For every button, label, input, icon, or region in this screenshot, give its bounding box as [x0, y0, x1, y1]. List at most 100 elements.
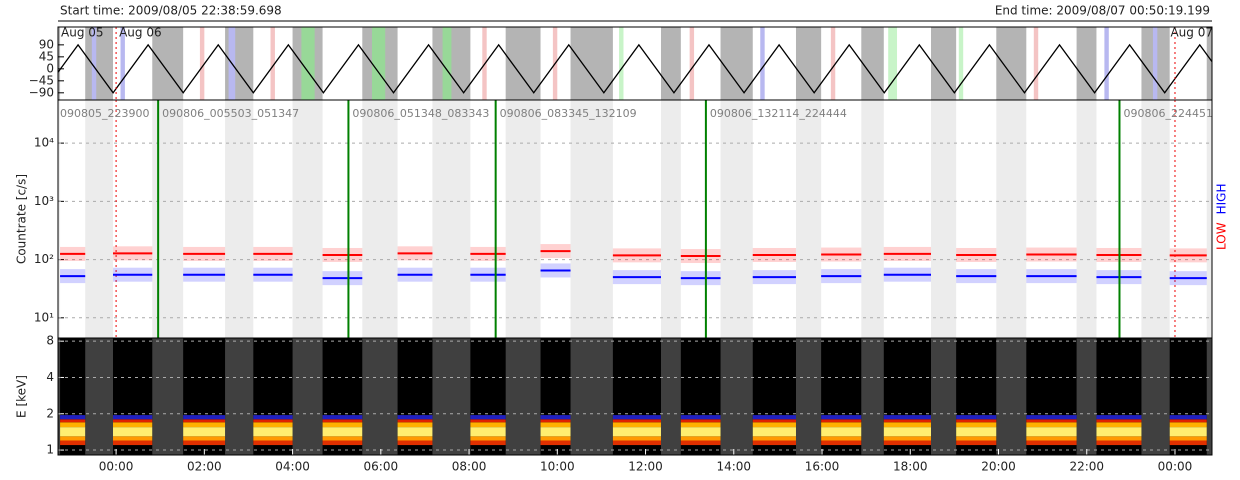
spectrum-band	[540, 419, 571, 423]
spectrum-band	[612, 422, 661, 428]
spectrum-band	[470, 440, 506, 446]
spectrum-band	[1026, 440, 1077, 446]
attitude-stripe	[689, 27, 695, 100]
y-tick-label: 10¹	[34, 310, 54, 324]
spectrum-band	[253, 422, 293, 428]
spectrum-band	[540, 436, 571, 441]
attitude-stripe	[301, 27, 315, 100]
segment-label: 090806_051348_083343	[352, 107, 489, 120]
spectrum-band	[883, 427, 931, 437]
spectrum-band	[1026, 436, 1077, 441]
data-gap	[152, 27, 184, 100]
spectrum-band	[540, 440, 571, 446]
spectrum-band	[113, 427, 153, 437]
y-tick-label: 10⁴	[34, 136, 54, 150]
spectrum-band	[1026, 415, 1077, 420]
spectrum-band	[821, 436, 862, 441]
spectrum-band	[60, 436, 86, 441]
spectrum-band	[1026, 427, 1077, 437]
spectrum-band	[1096, 427, 1142, 437]
x-tick-label: 06:00	[364, 460, 399, 474]
spectrum-band	[113, 422, 153, 428]
y-tick-label: 8	[46, 334, 54, 348]
spectrum-band	[680, 436, 721, 441]
spectrum-band	[956, 422, 997, 428]
attitude-stripe	[1152, 27, 1158, 100]
spectrum-band	[470, 427, 506, 437]
spectrum-band	[956, 436, 997, 441]
data-gap	[292, 100, 323, 338]
spectrum-band	[60, 415, 86, 420]
spectrum-band	[322, 440, 363, 446]
data-gap	[58, 100, 61, 338]
spectrum-band	[752, 436, 796, 441]
attitude-stripe	[958, 27, 964, 100]
spectrum-band	[253, 415, 293, 420]
data-gap	[930, 27, 957, 100]
spectrum-band	[470, 415, 506, 420]
spectrum-band	[322, 427, 363, 437]
segment-label: 090806_224451	[1123, 107, 1212, 120]
date-label: Aug 05	[61, 26, 104, 40]
date-label: Aug 06	[119, 26, 162, 40]
data-gap	[1076, 100, 1097, 338]
data-gap	[1141, 100, 1170, 338]
spectrum-band	[883, 440, 931, 446]
spectrum-band	[883, 422, 931, 428]
spectrum-band	[956, 419, 997, 423]
y-axis-label: E [keV]	[15, 375, 29, 418]
spectrum-band	[680, 427, 721, 437]
data-gap	[996, 100, 1027, 338]
spectrum-band	[397, 436, 433, 441]
y-tick-label: 10³	[34, 194, 54, 208]
data-gap	[720, 100, 753, 338]
y-tick-label: 2	[46, 406, 54, 420]
spectrum-band	[752, 422, 796, 428]
spectrum-band	[183, 436, 226, 441]
spectrum-band	[253, 440, 293, 446]
spectrum-band	[397, 440, 433, 446]
x-tick-label: 00:00	[99, 460, 134, 474]
y-axis-label: Countrate [c/s]	[15, 174, 29, 264]
x-tick-label: 14:00	[716, 460, 751, 474]
spectrum-band	[397, 422, 433, 428]
spectrum-band	[680, 440, 721, 446]
y-tick-label: −90	[29, 85, 54, 99]
data-gap	[85, 27, 114, 100]
y-tick-label: 4	[46, 370, 54, 384]
spectrum-band	[322, 419, 363, 423]
attitude-stripe	[760, 27, 765, 100]
spectrum-band	[470, 422, 506, 428]
data-gap	[861, 100, 884, 338]
spectrum-band	[752, 427, 796, 437]
x-tick-label: 08:00	[452, 460, 487, 474]
spectrum-band	[821, 415, 862, 420]
data-gap	[930, 100, 957, 338]
data-gap	[1206, 100, 1212, 338]
attitude-stripe	[120, 27, 125, 100]
spectrum-band	[821, 422, 862, 428]
legend-entry: LOW	[1215, 222, 1229, 250]
spectrum-band	[183, 422, 226, 428]
spectrum-band	[1096, 419, 1142, 423]
x-tick-label: 16:00	[805, 460, 840, 474]
y-tick-label: 45	[39, 49, 54, 63]
spectrum-band	[60, 440, 86, 446]
segment-label: 090806_132114_224444	[710, 107, 847, 120]
attitude-stripe	[371, 27, 386, 100]
spectrum-band	[1169, 436, 1207, 441]
spectrum-band	[821, 427, 862, 437]
y-tick-label: 90	[39, 37, 54, 51]
data-gap	[1206, 27, 1212, 100]
spectrum-band	[1026, 422, 1077, 428]
spectrum-band	[1169, 422, 1207, 428]
spectrum-band	[883, 419, 931, 423]
end-time: End time: 2009/08/07 00:50:19.199	[995, 4, 1210, 18]
spectrum-band	[680, 422, 721, 428]
spectrum-band	[60, 427, 86, 437]
data-gap	[1076, 27, 1097, 100]
x-tick-label: 22:00	[1069, 460, 1104, 474]
spectrum-band	[540, 422, 571, 428]
x-tick-label: 10:00	[540, 460, 575, 474]
spectrum-band	[956, 427, 997, 437]
